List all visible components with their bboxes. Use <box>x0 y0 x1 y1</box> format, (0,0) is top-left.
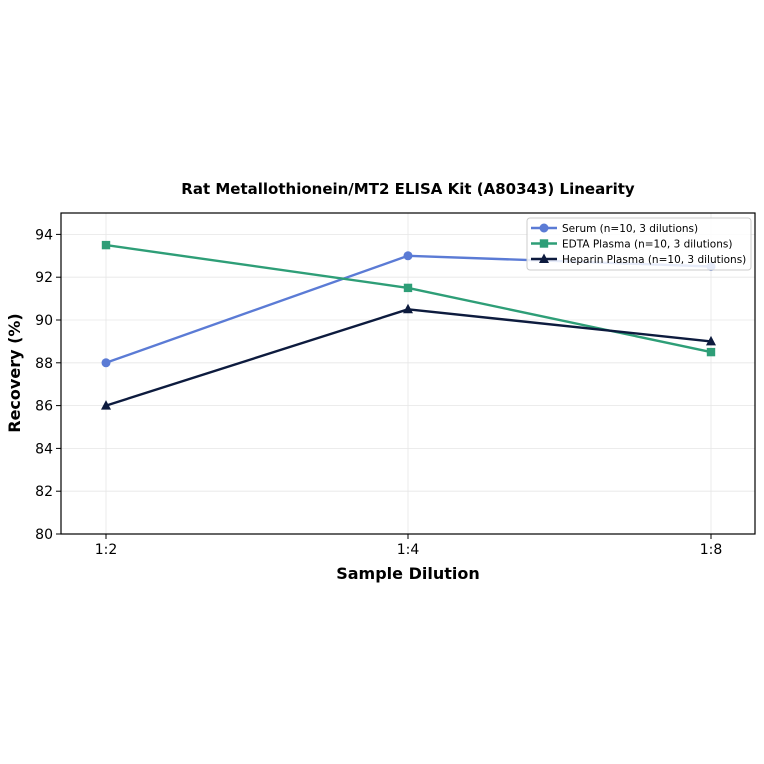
legend-entry-label: Heparin Plasma (n=10, 3 dilutions) <box>562 254 746 266</box>
data-point <box>101 240 111 250</box>
x-tick-label: 1:2 <box>95 542 118 558</box>
legend-swatch-marker <box>539 239 549 248</box>
legend: Serum (n=10, 3 dilutions) EDTA Plasma (n=… <box>526 217 752 271</box>
y-axis: 80 82 84 86 88 90 92 94 <box>35 227 61 543</box>
x-tick-label: 1:8 <box>700 542 723 558</box>
data-point <box>706 347 716 357</box>
series-2 <box>101 303 716 410</box>
data-point <box>101 358 111 368</box>
x-axis: 1:2 1:4 1:8 <box>95 534 723 558</box>
chart-title: Rat Metallothionein/MT2 ELISA Kit (A8034… <box>181 180 635 198</box>
legend-box <box>526 217 752 271</box>
y-tick-label: 82 <box>35 484 53 500</box>
y-tick-label: 94 <box>35 227 53 243</box>
legend-entry-label: EDTA Plasma (n=10, 3 dilutions) <box>562 239 732 251</box>
y-tick-label: 86 <box>35 399 53 415</box>
legend-entry-label: Serum (n=10, 3 dilutions) <box>562 223 698 235</box>
legend-swatch-marker <box>539 253 549 263</box>
data-point <box>403 303 413 314</box>
x-axis-label: Sample Dilution <box>336 564 480 583</box>
y-axis-label: Recovery (%) <box>5 313 24 432</box>
y-tick-label: 80 <box>35 527 53 543</box>
y-tick-label: 90 <box>35 313 53 329</box>
data-point <box>706 335 716 346</box>
y-tick-label: 88 <box>35 356 53 372</box>
series-line <box>105 308 712 407</box>
data-point <box>403 251 413 261</box>
x-tick-label: 1:4 <box>397 542 420 558</box>
y-tick-label: 84 <box>35 441 53 457</box>
data-point <box>101 400 111 410</box>
y-tick-label: 92 <box>35 270 53 286</box>
data-point <box>403 283 413 293</box>
legend-swatch-marker <box>539 223 549 233</box>
